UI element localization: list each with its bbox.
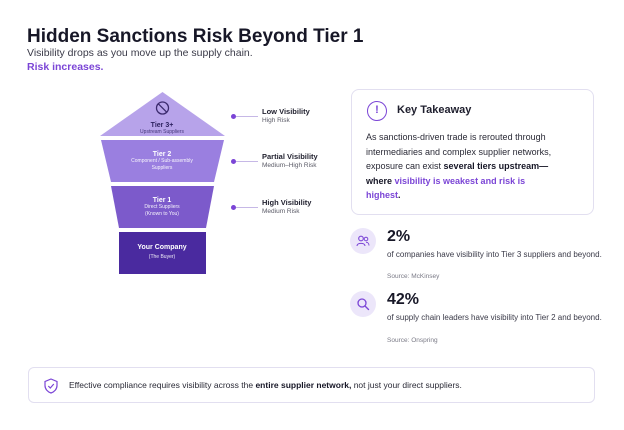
takeaway-highlight-end: highest — [366, 190, 399, 200]
tier2-sub: Component / Sub-assembly — [131, 158, 193, 164]
visibility-low: Low Visibility High Risk — [262, 107, 310, 124]
compliance-bold: entire supplier network, — [255, 380, 352, 390]
tier1-sub2: (Known to You) — [145, 210, 179, 217]
takeaway-text: As sanctions-driven trade is rerouted th… — [366, 132, 552, 171]
takeaway-bold-1: several tiers upstream— — [443, 161, 549, 171]
key-takeaway-body: As sanctions-driven trade is rerouted th… — [366, 130, 588, 203]
compliance-text-2: not just your direct suppliers. — [351, 380, 462, 390]
stat-description: of supply chain leaders have visibility … — [387, 313, 602, 322]
visibility-connector — [236, 161, 258, 162]
tier1-sub: Direct Suppliers — [144, 204, 180, 210]
visibility-high-risk: Medium Risk — [262, 208, 300, 215]
visibility-dot — [231, 114, 236, 119]
tier3-sub: Upstream Suppliers — [140, 129, 184, 135]
stat-value: 42% — [387, 291, 420, 308]
visibility-low-risk: High Risk — [262, 117, 290, 124]
page-subtitle: Visibility drops as you move up the supp… — [27, 47, 253, 59]
visibility-partial-risk: Medium–High Risk — [262, 162, 317, 169]
tier1-label: Tier 1 Direct Suppliers (Known to You) — [112, 197, 212, 217]
stat-source: Source: Onspring — [387, 337, 438, 344]
search-icon — [350, 291, 376, 317]
stat-description: of companies have visibility into Tier 3… — [387, 250, 602, 259]
shield-check-icon — [44, 378, 58, 394]
exclamation-icon: ! — [367, 101, 387, 121]
company-title: Your Company — [137, 244, 187, 251]
tier3-label: Tier 3+ Upstream Suppliers — [112, 122, 212, 136]
takeaway-highlight: visibility is weakest and risk is — [394, 175, 526, 186]
stat-source: Source: McKinsey — [387, 273, 440, 280]
tier1-shape — [111, 186, 214, 228]
risk-emphasis: Risk increases. — [27, 61, 104, 73]
takeaway-bold-2: where — [366, 175, 395, 186]
tier3-title: Tier 3+ — [150, 122, 174, 129]
visibility-partial: Partial Visibility Medium–High Risk — [262, 152, 318, 169]
company-sub: (The Buyer) — [148, 254, 176, 260]
visibility-connector — [236, 207, 258, 208]
supply-chain-funnel — [100, 92, 225, 274]
key-takeaway-card: ! Key Takeaway As sanctions-driven trade… — [351, 89, 594, 215]
visibility-dot — [231, 205, 236, 210]
visibility-dot — [231, 159, 236, 164]
compliance-text: Effective compliance requires visibility… — [69, 380, 462, 390]
tier2-title: Tier 2 — [152, 151, 172, 158]
tier2-shape — [101, 140, 224, 182]
compliance-banner: Effective compliance requires visibility… — [28, 367, 595, 403]
compliance-text-1: Effective compliance requires visibility… — [69, 380, 256, 390]
page-title: Hidden Sanctions Risk Beyond Tier 1 — [27, 26, 364, 47]
tier2-label: Tier 2 Component / Sub-assembly Supplier… — [112, 151, 212, 171]
visibility-high-title: High Visibility — [262, 198, 312, 207]
visibility-partial-title: Partial Visibility — [262, 152, 318, 161]
company-label: Your Company (The Buyer) — [112, 244, 212, 261]
stat-value: 2% — [387, 228, 411, 245]
tier1-title: Tier 1 — [152, 197, 172, 204]
tier2-sub2: Suppliers — [151, 164, 173, 171]
visibility-connector — [236, 116, 258, 117]
visibility-low-title: Low Visibility — [262, 107, 310, 116]
company-shape — [119, 232, 206, 274]
key-takeaway-title: Key Takeaway — [397, 104, 472, 116]
visibility-high: High Visibility Medium Risk — [262, 198, 311, 215]
takeaway-end: . — [398, 190, 401, 200]
people-icon — [350, 228, 376, 254]
no-visibility-icon — [155, 101, 170, 115]
